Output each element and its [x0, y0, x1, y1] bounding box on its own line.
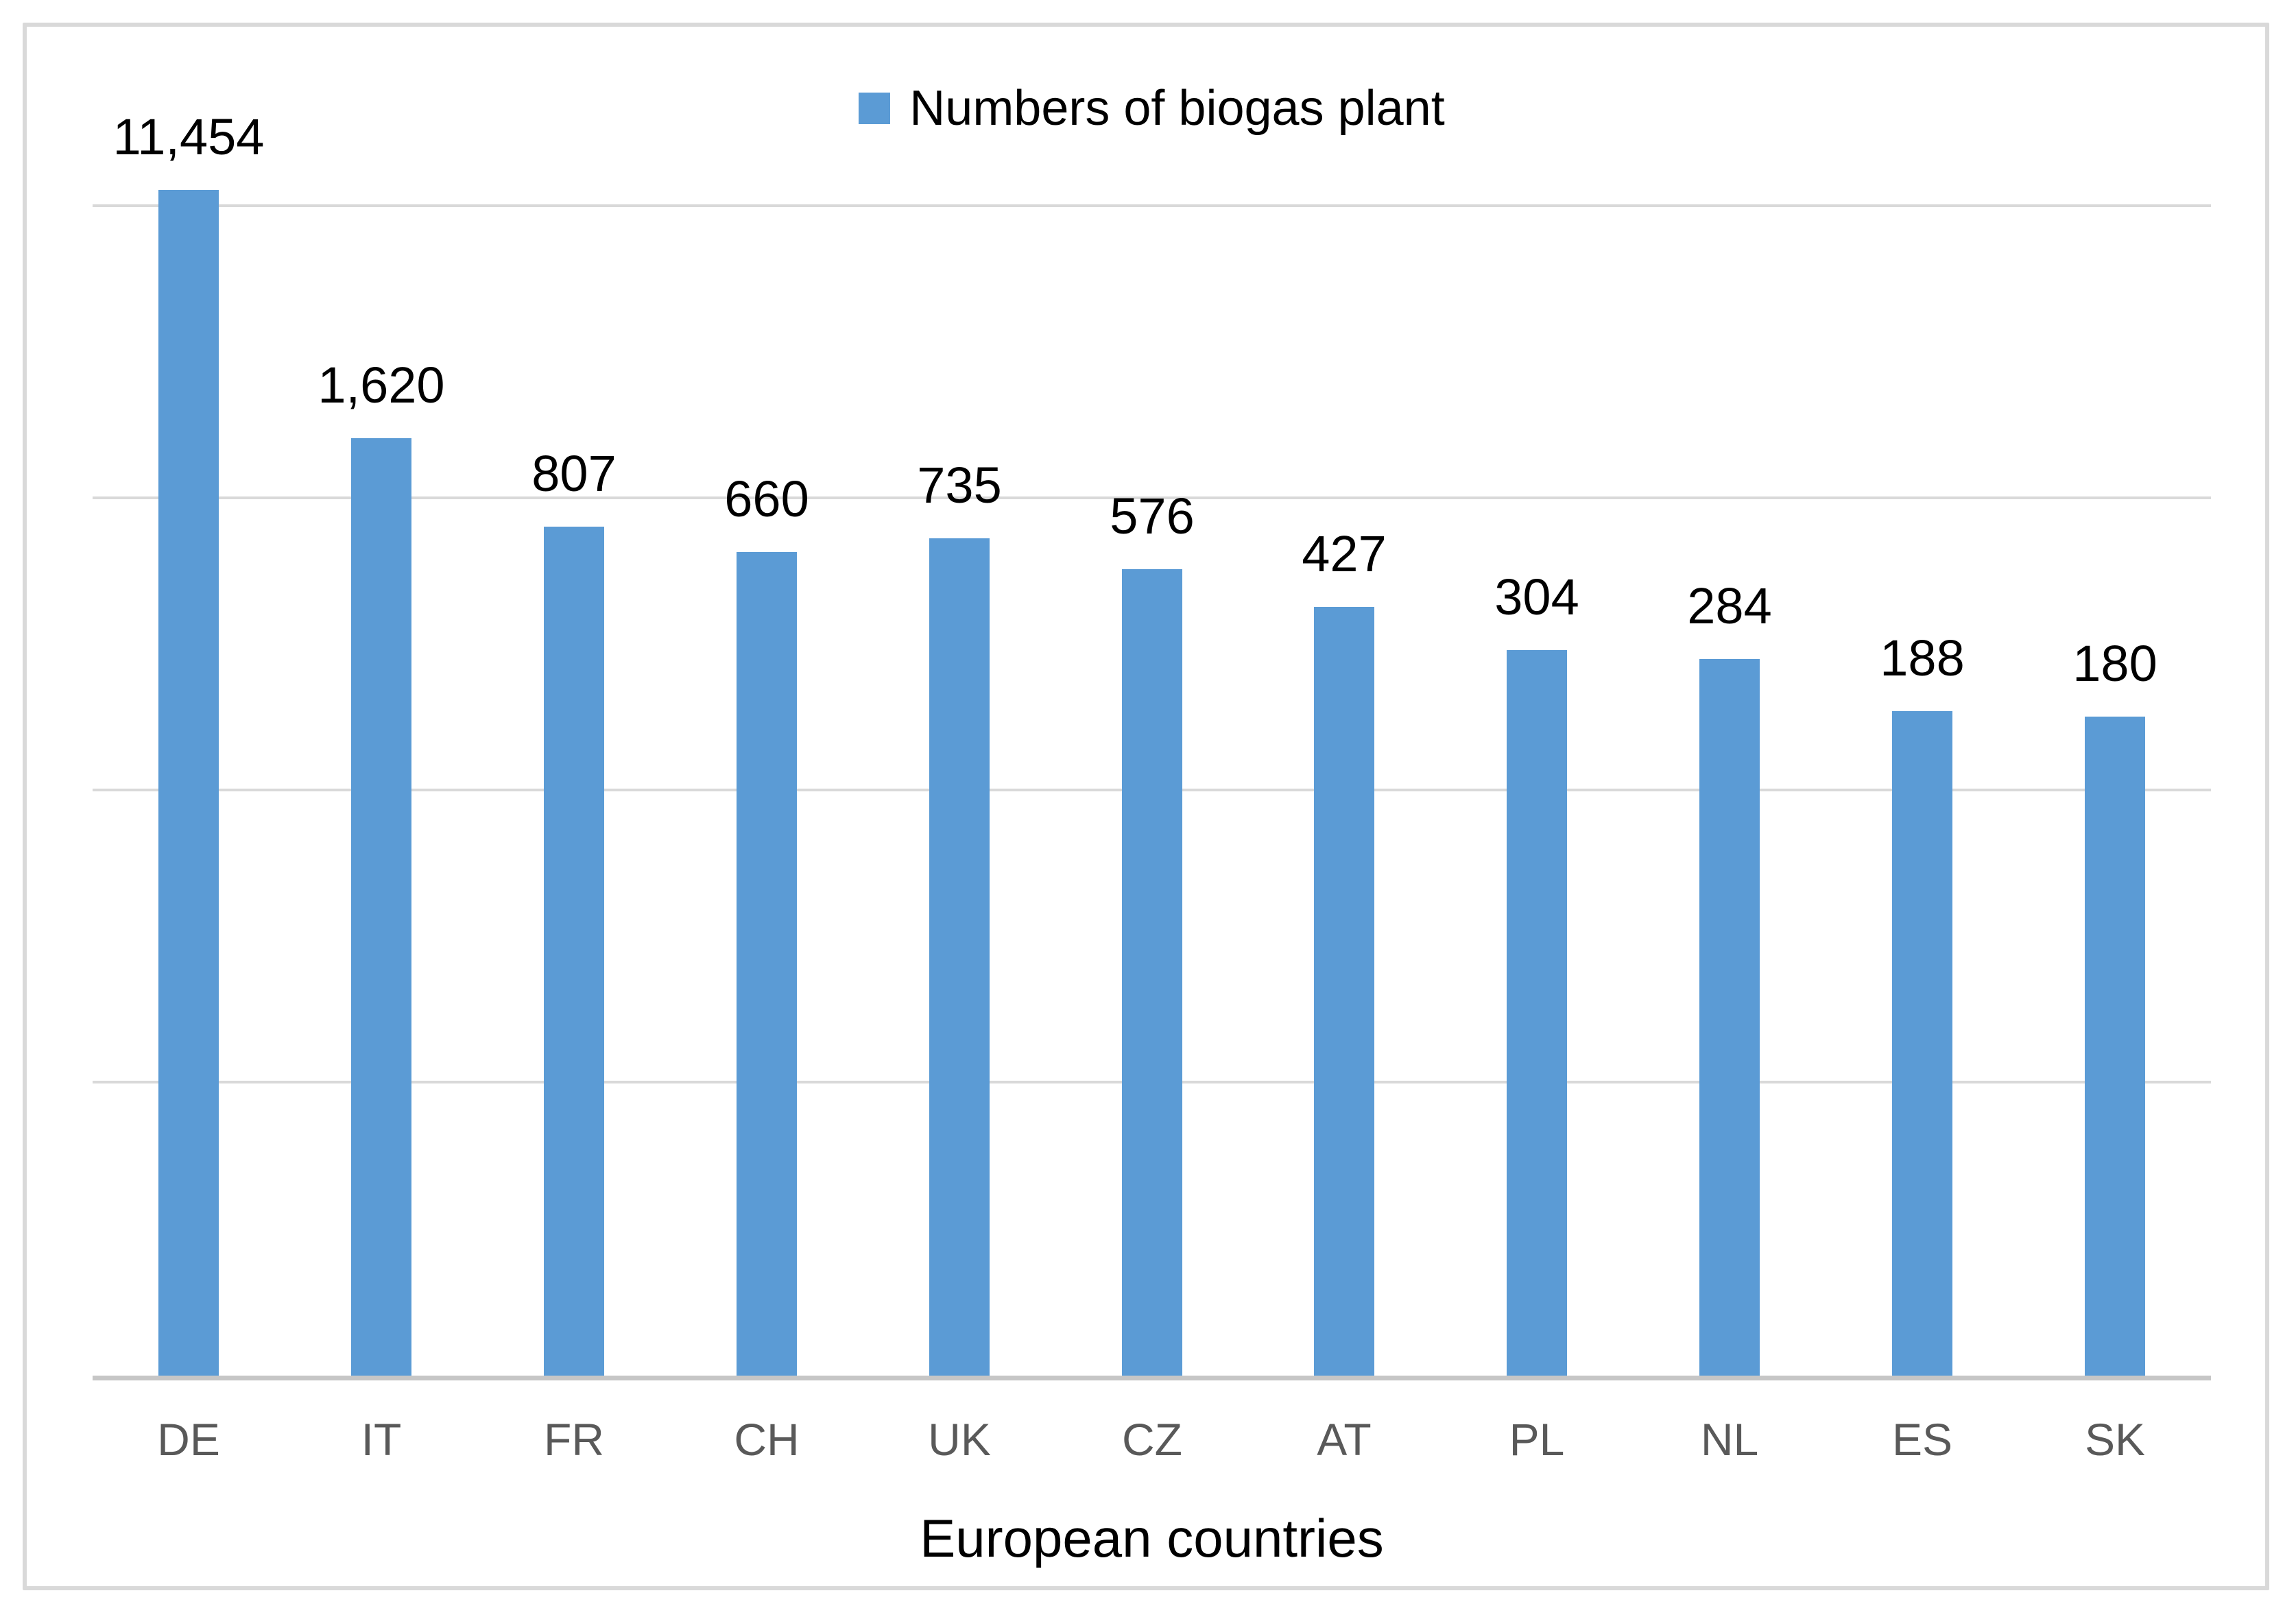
bar-nl [1699, 659, 1760, 1376]
x-axis-tick-label-fr: FR [544, 1414, 604, 1465]
bar-value-label-uk: 735 [917, 457, 1002, 514]
bar-value-label-nl: 284 [1687, 577, 1772, 634]
x-axis-tick-label-es: ES [1891, 1414, 1953, 1465]
legend-marker-swatch [859, 93, 891, 124]
legend-label: Numbers of biogas plant [909, 81, 1445, 136]
bar-value-label-de: 11,454 [112, 108, 265, 165]
bar-value-label-cz: 576 [1110, 488, 1195, 544]
bar-value-label-ch: 660 [724, 470, 809, 527]
bar-uk [929, 538, 990, 1376]
bar-de [158, 190, 219, 1376]
x-axis-title: European countries [920, 1508, 1384, 1568]
x-axis-tick-label-de: DE [157, 1414, 220, 1465]
bar-es [1892, 711, 1952, 1376]
bar-cz [1122, 569, 1182, 1376]
x-axis-tick-label-pl: PL [1509, 1414, 1565, 1465]
bar-value-label-at: 427 [1302, 525, 1387, 582]
bar-at [1314, 607, 1374, 1376]
bar-value-label-it: 1,620 [318, 357, 445, 414]
bar-value-label-fr: 807 [531, 445, 617, 502]
gridline-10000 [93, 204, 2211, 207]
bar-value-label-sk: 180 [2072, 635, 2157, 692]
x-axis-tick-label-uk: UK [928, 1414, 991, 1465]
gridline-1000 [93, 496, 2211, 499]
bar-value-label-es: 188 [1880, 630, 1965, 686]
plot-area: 11,454 1,620 807 660 735 576 427 304 284 188 180 [93, 0, 2211, 1380]
bar-fr [544, 527, 604, 1376]
bar-it [351, 438, 411, 1376]
bar-value-label-pl: 304 [1494, 568, 1579, 625]
x-axis-tick-label-nl: NL [1700, 1414, 1759, 1465]
x-axis-tick-label-it: IT [361, 1414, 402, 1465]
chart-border [23, 23, 2269, 1590]
bar-ch [737, 552, 797, 1376]
x-axis-tick-label-at: AT [1317, 1414, 1372, 1465]
x-axis-tick-label-sk: SK [2084, 1414, 2146, 1465]
bar-pl [1507, 650, 1567, 1376]
x-axis-tick-label-cz: CZ [1122, 1414, 1182, 1465]
x-axis-tick-label-ch: CH [734, 1414, 800, 1465]
legend: Numbers of biogas plant [93, 84, 2211, 133]
bar-sk [2085, 717, 2145, 1376]
x-axis-tick-labels: DE IT FR CH UK CZ AT PL NL ES SK [93, 1417, 2211, 1472]
